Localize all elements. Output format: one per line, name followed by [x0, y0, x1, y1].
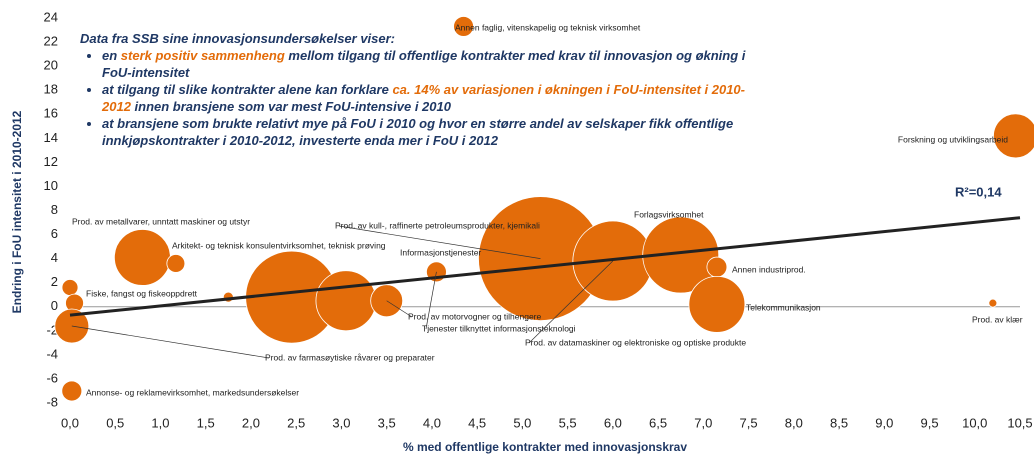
leader-line	[338, 225, 541, 259]
x-tick-label: 9,0	[875, 415, 893, 430]
point-label: Prod. av motorvogner og tilhengere	[408, 311, 542, 321]
y-tick-label: 18	[44, 82, 58, 97]
x-tick-label: 10,0	[962, 415, 987, 430]
x-tick-label: 8,0	[785, 415, 803, 430]
x-tick-label: 2,0	[242, 415, 260, 430]
y-tick-label: 6	[51, 226, 58, 241]
point-label: Prod. av datamaskiner og elektroniske og…	[525, 337, 746, 347]
y-tick-label: -6	[46, 370, 58, 385]
leader-line	[528, 260, 614, 344]
point-label: Prod. av klær	[972, 314, 1023, 324]
point-label: Fiske, fangst og fiskeoppdrett	[86, 288, 198, 298]
leader-line	[386, 300, 413, 318]
leader-line	[71, 325, 270, 359]
trendline	[69, 216, 1021, 317]
bubble	[988, 298, 998, 308]
bubble	[61, 380, 83, 402]
y-tick-label: 16	[44, 106, 58, 121]
bullet-text: en	[102, 48, 121, 63]
x-tick-label: 5,5	[559, 415, 577, 430]
y-tick-label: 20	[44, 58, 58, 73]
r-squared: R²=0,14	[955, 184, 1002, 199]
x-tick-label: 3,5	[378, 415, 396, 430]
y-tick-label: 8	[51, 202, 58, 217]
x-tick-label: 7,0	[694, 415, 712, 430]
bubble	[706, 256, 728, 278]
x-tick-label: 4,5	[468, 415, 486, 430]
y-tick-label: 24	[44, 9, 58, 24]
bullet-text: mellom tilgang til offentlige kontrakter…	[102, 48, 746, 80]
x-tick-label: 6,5	[649, 415, 667, 430]
bullet-text: ca. 14% av variasjonen i økningen i FoU-…	[102, 82, 745, 114]
y-tick-label: 4	[51, 250, 58, 265]
y-tick-label: 0	[51, 298, 58, 313]
y-tick-label: 22	[44, 34, 58, 49]
point-label: Informasjonstjenester	[400, 247, 481, 257]
x-tick-label: 5,0	[513, 415, 531, 430]
x-tick-label: 2,5	[287, 415, 305, 430]
bullet-text: innen bransjene som var mest FoU-intensi…	[130, 99, 451, 114]
x-tick-label: 0,0	[61, 415, 79, 430]
x-tick-label: 1,5	[197, 415, 215, 430]
point-label: Annonse- og reklamevirksomhet, markedsun…	[86, 387, 299, 397]
bubble	[453, 16, 474, 37]
point-label: Arkitekt- og teknisk konsulentvirksomhet…	[172, 240, 386, 250]
y-tick-label: -4	[46, 346, 58, 361]
leader-line	[425, 271, 437, 330]
x-tick-label: 9,5	[920, 415, 938, 430]
x-tick-label: 6,0	[604, 415, 622, 430]
y-tick-label: 12	[44, 154, 58, 169]
bubble	[993, 113, 1034, 159]
bullet-list: en sterk positiv sammenheng mellom tilga…	[80, 47, 770, 149]
bubble	[166, 254, 186, 273]
point-label: Telekommunikasjon	[746, 302, 821, 312]
point-label: Annen industriprod.	[732, 264, 806, 274]
y-tick-label: 14	[44, 130, 58, 145]
x-tick-label: 0,5	[106, 415, 124, 430]
bubble	[113, 229, 171, 286]
y-axis-label: Endring i FoU intensitet i 2010-2012	[10, 110, 24, 313]
y-tick-label: -8	[46, 394, 58, 409]
x-tick-label: 8,5	[830, 415, 848, 430]
bubble	[688, 275, 746, 333]
x-tick-label: 3,0	[332, 415, 350, 430]
point-label: Tjenester tilknyttet informasjonsteknolo…	[422, 323, 576, 333]
point-label: Forskning og utviklingsarbeid	[898, 134, 1008, 144]
point-label: Annen faglig, vitenskapelig og teknisk v…	[455, 22, 641, 32]
bullet-text: at tilgang til slike kontrakter alene ka…	[102, 82, 393, 97]
text-box-heading: Data fra SSB sine innovasjonsundersøkels…	[80, 31, 396, 46]
x-axis-label: % med offentlige kontrakter med innovasj…	[403, 440, 687, 454]
y-tick-label: 10	[44, 178, 58, 193]
y-tick-label: 2	[51, 274, 58, 289]
x-tick-label: 7,5	[740, 415, 758, 430]
point-label: Prod. av metallvarer, unntatt maskiner o…	[72, 216, 250, 226]
bullet-text: sterk positiv sammenheng	[120, 48, 285, 63]
point-label: Prod. av kull-, raffinerte petroleumspro…	[335, 220, 540, 230]
x-tick-label: 10,5	[1007, 415, 1032, 430]
bullet: at bransjene som brukte relativt mye på …	[102, 115, 770, 149]
text-box: Data fra SSB sine innovasjonsundersøkels…	[80, 30, 770, 149]
bullet: en sterk positiv sammenheng mellom tilga…	[102, 47, 770, 81]
bubble	[315, 270, 377, 332]
bullet: at tilgang til slike kontrakter alene ka…	[102, 81, 770, 115]
bullet-text: at bransjene som brukte relativt mye på …	[102, 116, 734, 148]
x-tick-label: 4,0	[423, 415, 441, 430]
point-label: Forlagsvirksomhet	[634, 209, 704, 219]
x-tick-label: 1,0	[151, 415, 169, 430]
point-label: Prod. av farmasøytiske råvarer og prepar…	[265, 352, 435, 362]
y-tick-label: -2	[46, 322, 58, 337]
bubble	[61, 279, 79, 296]
